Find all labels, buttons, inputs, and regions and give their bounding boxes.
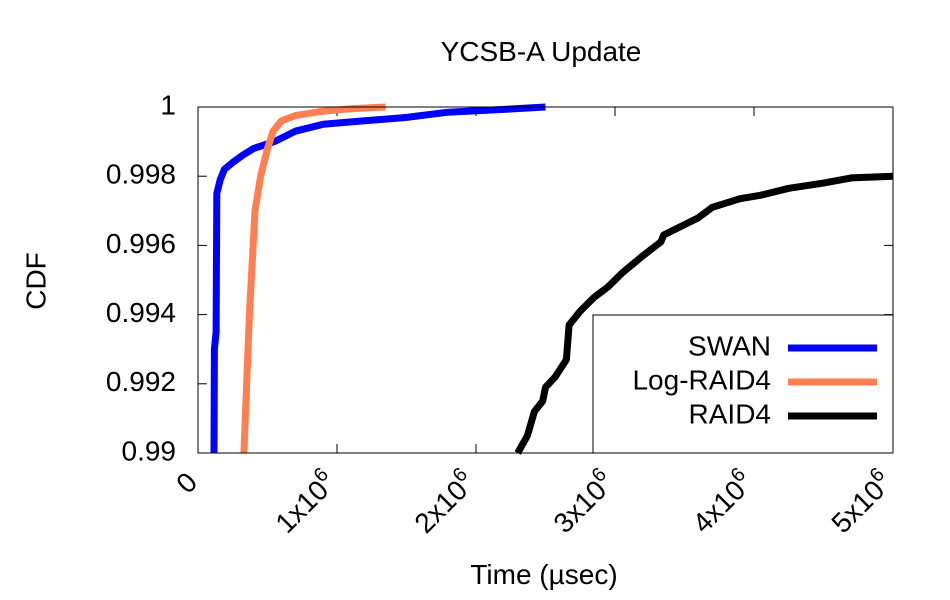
y-tick-label: 0.998	[106, 159, 176, 190]
y-tick-label: 0.996	[106, 228, 176, 259]
series-layer	[210, 103, 894, 455]
x-tick-label: 3x106	[545, 464, 621, 540]
chart-title: YCSB-A Update	[441, 36, 642, 67]
y-tick-label: 0.994	[106, 297, 176, 328]
x-tick-label: 1x106	[267, 464, 343, 540]
y-tick-label: 0.992	[106, 366, 176, 397]
plot-frame	[197, 106, 894, 454]
legend-label: RAID4	[689, 398, 771, 429]
series-line-raid4	[514, 172, 894, 455]
legend-label: SWAN	[688, 330, 771, 361]
x-tick-label: 0	[171, 467, 204, 500]
y-tick-label: 1	[160, 89, 176, 120]
y-tick-label: 0.99	[122, 435, 177, 466]
x-tick-label: 4x106	[684, 464, 760, 540]
x-axis-title: Time (µsec)	[470, 559, 617, 590]
x-tick-label: 2x106	[406, 464, 482, 540]
y-axis-ticks: 0.99 0.992 0.994 0.996 0.998 1	[106, 89, 893, 466]
x-tick-label: 5x106	[823, 464, 899, 540]
x-axis-ticks: 0 1x106 2x106 3x106 4x106 5x106	[171, 107, 899, 540]
series-line-swan	[210, 103, 546, 454]
series-line-log-raid4	[240, 103, 386, 454]
legend-label: Log-RAID4	[632, 364, 771, 395]
y-axis-title: CDF	[20, 252, 51, 310]
